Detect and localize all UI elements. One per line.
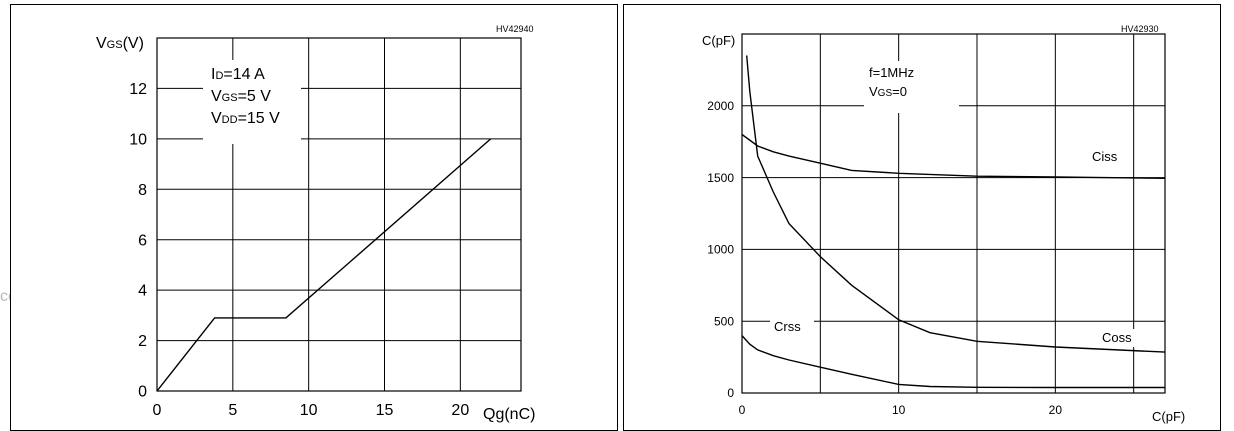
series-line-coss	[746, 55, 1166, 353]
x-tick-label: 5	[228, 402, 237, 419]
plot-border	[156, 37, 522, 392]
x-tick-label: 0	[739, 403, 746, 417]
annotation-drain-voltage: VDD=15 V	[211, 110, 309, 128]
y-tick-label: 12	[129, 81, 147, 98]
annotation-sub: DD	[221, 114, 238, 126]
y-tick-label: 2	[138, 333, 147, 350]
x-tick-label: 20	[451, 402, 469, 419]
chart-reference-code: HV42930	[1121, 24, 1159, 34]
y-tick-label: 1000	[707, 243, 734, 257]
annotation-main: f=1MHz	[869, 65, 915, 80]
series-label-bg	[770, 318, 814, 336]
plot-border	[741, 33, 1166, 394]
series-line-ciss	[741, 133, 1166, 179]
annotation-drain-current: ID=14 A	[211, 66, 309, 84]
y-tick-label: 8	[138, 182, 147, 199]
gate-charge-plot: 0 5 10 15 20 0 2 4 6 8 10 12	[129, 37, 522, 419]
series-label-ciss: Ciss	[1092, 149, 1118, 164]
annotation-sub: D	[215, 70, 224, 82]
x-tick-label: 20	[1049, 403, 1063, 417]
condition-box: f=1MHz VGS=0	[864, 61, 959, 113]
x-axis-title: Qg(nC)	[483, 406, 536, 423]
chart-reference-code: HV42940	[496, 24, 534, 34]
series-line	[156, 138, 492, 392]
y-tick-label: 0	[727, 386, 734, 400]
y-tick-label: 500	[714, 314, 734, 328]
annotation-gate-voltage: VGS=0	[869, 84, 964, 99]
legend-box: ID=14 A VGS=5 V VDD=15 V	[203, 60, 301, 144]
y-axis-title-unit: (V)	[122, 35, 144, 52]
annotation-value: =0	[892, 84, 907, 99]
x-tick-label: 10	[300, 402, 318, 419]
series-label-bg	[1088, 148, 1132, 166]
capacitance-chart-frame: HV42930 C(pF) C(pF) 0 10 20 0 500 1000 1500 200…	[623, 4, 1221, 431]
annotation-gate-voltage: VGS=5 V	[211, 88, 309, 106]
annotation-main: I	[211, 66, 216, 83]
x-tick-label: 15	[376, 402, 394, 419]
y-axis-title: VGS(V)	[96, 35, 144, 53]
y-axis-title-sub: GS	[106, 39, 123, 51]
annotation-main: V	[869, 84, 878, 99]
series-line-crss	[741, 335, 1165, 389]
series-label-crss: Crss	[774, 319, 801, 334]
annotation-sub: GS	[221, 92, 238, 104]
y-tick-label: 0	[138, 384, 147, 401]
y-tick-label: 10	[129, 131, 147, 148]
x-axis-title: C(pF)	[1152, 409, 1186, 424]
y-tick-label: 4	[138, 283, 147, 300]
y-tick-label: 1500	[707, 171, 734, 185]
annotation-main: V	[211, 110, 222, 127]
x-tick-label: 10	[892, 403, 906, 417]
gate-charge-chart-frame: HV42940 VGS(V) Qg(nC) 0 5 10 15 20 0 2 4 6 8 10 12 …	[10, 4, 618, 431]
annotation-frequency: f=1MHz	[869, 65, 964, 80]
y-tick-label: 6	[138, 232, 147, 249]
annotation-sub: GS	[877, 88, 893, 99]
capacitance-plot: 0 10 20 0 500 1000 1500 2000 Ciss Coss Crss	[707, 33, 1166, 417]
y-axis-title: C(pF)	[702, 33, 736, 48]
y-tick-label: 2000	[707, 99, 734, 113]
annotation-value: =14 A	[223, 66, 265, 83]
annotation-value: =15 V	[237, 110, 280, 127]
series-label-coss: Coss	[1102, 330, 1132, 345]
annotation-value: =5 V	[237, 88, 271, 105]
y-axis-title-main: V	[96, 35, 107, 52]
x-tick-label: 0	[153, 402, 162, 419]
annotation-main: V	[211, 88, 222, 105]
series-label-bg	[1098, 329, 1142, 347]
